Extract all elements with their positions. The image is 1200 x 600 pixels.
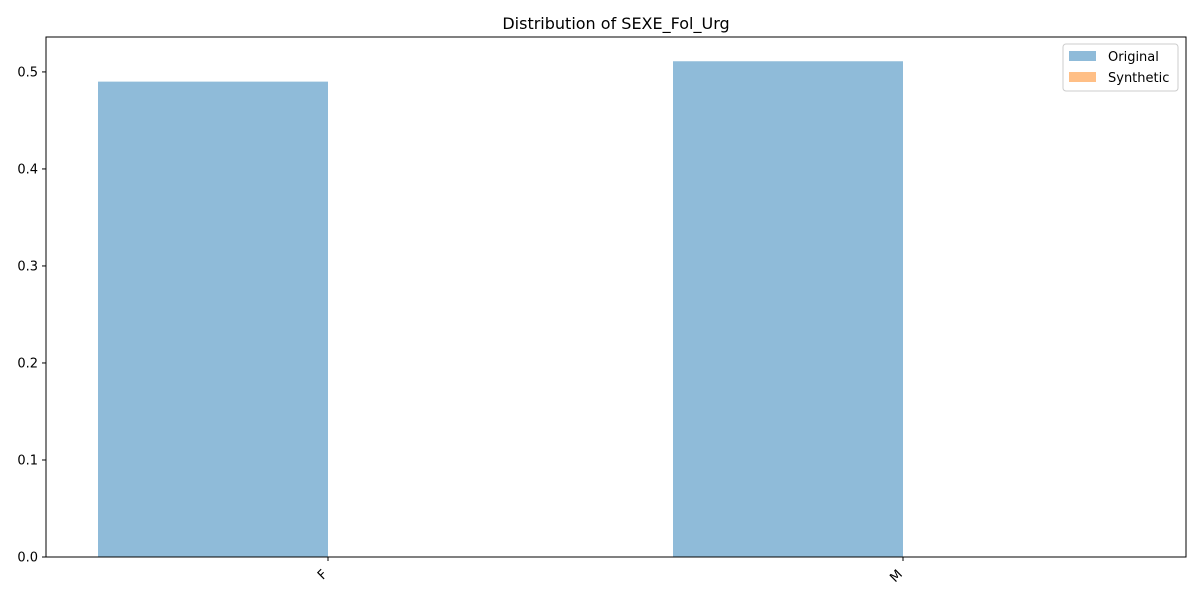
legend-swatch-original xyxy=(1069,51,1096,61)
bar-original-f xyxy=(98,81,328,558)
x-tick-label: M xyxy=(887,567,906,586)
legend-swatch-synthetic xyxy=(1069,72,1096,82)
y-axis: 0.0 0.1 0.2 0.3 0.4 0.5 xyxy=(17,65,46,566)
y-tick-label: 0.2 xyxy=(17,356,38,371)
y-tick-label: 0.0 xyxy=(17,551,38,566)
y-tick-label: 0.4 xyxy=(17,162,38,177)
x-tick-label: F xyxy=(315,567,331,583)
plot-area-frame xyxy=(45,36,1187,558)
legend: Original Synthetic xyxy=(1062,43,1179,92)
legend-label-synthetic: Synthetic xyxy=(1108,71,1169,86)
y-tick-label: 0.5 xyxy=(17,65,38,80)
bars-group xyxy=(98,61,903,558)
legend-label-original: Original xyxy=(1108,50,1159,65)
chart-title: Distribution of SEXE_Fol_Urg xyxy=(502,14,729,34)
y-tick-label: 0.1 xyxy=(17,453,38,468)
bar-original-m xyxy=(673,61,903,558)
y-tick-label: 0.3 xyxy=(17,259,38,274)
